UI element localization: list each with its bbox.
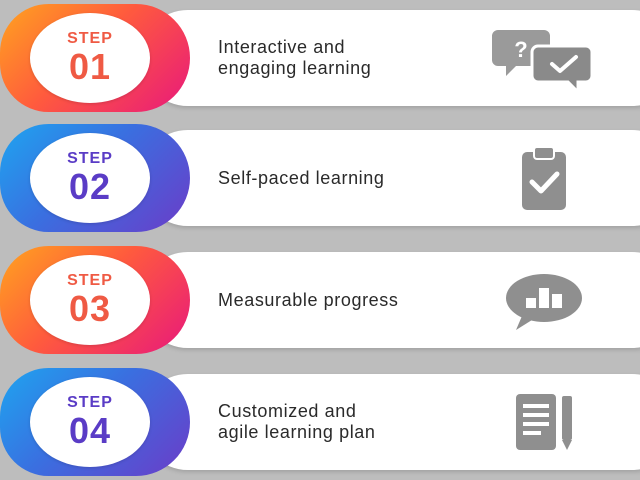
svg-text:?: ? (514, 37, 527, 62)
step-text-line: Interactive and (218, 37, 346, 57)
step-text-line: Customized and (218, 401, 357, 421)
step-label: STEP (67, 394, 113, 411)
step-badge: STEP 04 (30, 377, 150, 467)
step-text-line: agile learning plan (218, 422, 376, 442)
step-3: STEP 03 Measurable progress (0, 246, 640, 354)
step-1: STEP 01 Interactive and engaging learnin… (0, 4, 640, 112)
step-4: STEP 04 Customized and agile learning pl… (0, 368, 640, 476)
step-label: STEP (67, 30, 113, 47)
step-text: Measurable progress (218, 246, 488, 354)
step-text-line: Self-paced learning (218, 167, 385, 188)
step-card (140, 374, 640, 470)
step-badge: STEP 02 (30, 133, 150, 223)
step-label: STEP (67, 272, 113, 289)
step-badge: STEP 03 (30, 255, 150, 345)
step-number: 03 (68, 288, 112, 329)
step-number: 01 (68, 46, 112, 87)
step-badge: STEP 01 (30, 13, 150, 103)
chat-question-check-icon: ? (492, 30, 594, 94)
step-text: Interactive and engaging learning (218, 4, 488, 112)
step-label: STEP (67, 150, 113, 167)
step-2: STEP 02 Self-paced learning (0, 124, 640, 232)
step-text: Customized and agile learning plan (218, 368, 488, 476)
step-number: 02 (68, 166, 112, 207)
step-text-line: engaging learning (218, 58, 372, 78)
document-pencil-icon (516, 394, 572, 450)
step-number: 04 (68, 410, 112, 451)
bar-chart-bubble-icon (506, 274, 582, 330)
step-text: Self-paced learning (218, 124, 488, 232)
step-text-line: Measurable progress (218, 289, 399, 310)
clipboard-check-icon (522, 146, 566, 210)
